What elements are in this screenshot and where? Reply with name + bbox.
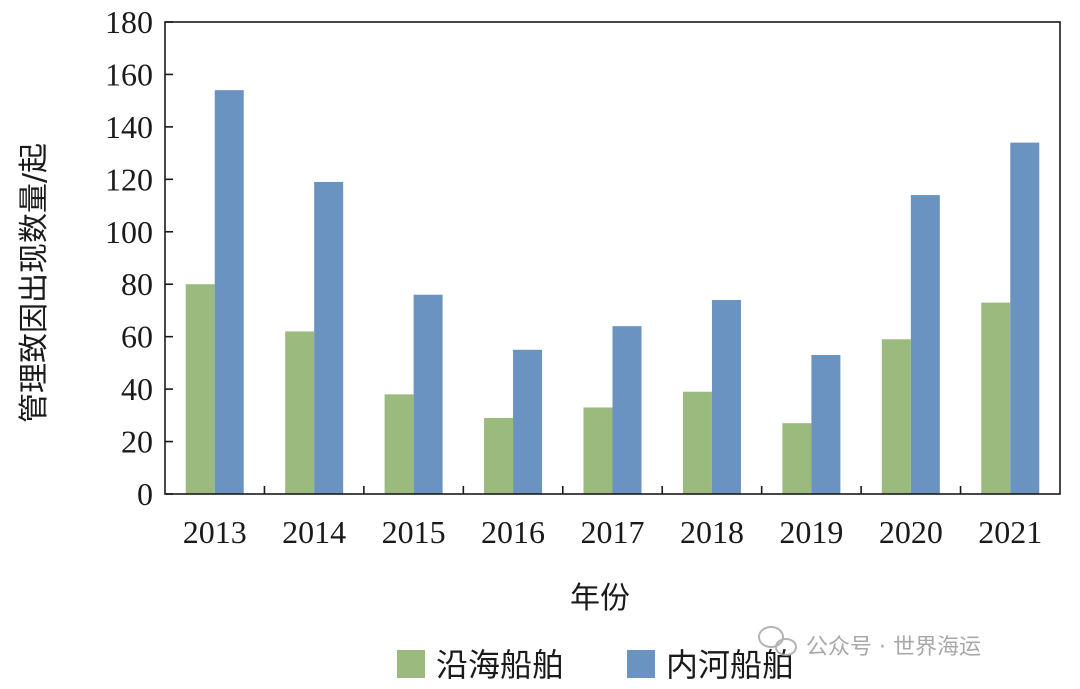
legend-label-inland: 内河船舶 <box>666 646 794 684</box>
bar-coastal-2020 <box>881 339 911 494</box>
legend-swatch-coastal <box>397 650 425 678</box>
x-tick-label: 2014 <box>282 514 346 550</box>
bar-coastal-2017 <box>583 407 613 494</box>
bar-inland-2018 <box>711 299 741 494</box>
bar-coastal-2021 <box>981 302 1011 494</box>
legend-label-coastal: 沿海船舶 <box>436 646 564 684</box>
x-tick-label: 2019 <box>779 514 843 550</box>
bar-inland-2019 <box>811 355 841 494</box>
legend: 沿海船舶 内河船舶 <box>397 646 794 684</box>
x-tick-label: 2015 <box>382 514 446 550</box>
x-tick-label: 2020 <box>879 514 943 550</box>
legend-swatch-inland <box>627 650 655 678</box>
y-tick-label: 40 <box>121 371 153 407</box>
y-tick-label: 120 <box>105 161 153 197</box>
y-tick-label: 140 <box>105 109 153 145</box>
x-tick-label: 2021 <box>978 514 1042 550</box>
bar-inland-2013 <box>214 90 244 494</box>
bar-coastal-2013 <box>185 284 215 494</box>
bar-coastal-2014 <box>285 331 315 494</box>
bar-inland-2017 <box>612 326 642 494</box>
y-axis: 0 20 40 60 80 100 120 140 160 180 <box>105 4 173 512</box>
bar-inland-2021 <box>1010 142 1040 494</box>
y-tick-label: 0 <box>137 476 153 512</box>
bar-coastal-2016 <box>484 417 514 494</box>
y-tick-label: 80 <box>121 266 153 302</box>
bar-inland-2020 <box>910 195 940 495</box>
watermark: 公众号 · 世界海运 <box>758 626 981 660</box>
y-tick-label: 160 <box>105 56 153 92</box>
y-tick-label: 180 <box>105 4 153 40</box>
x-axis: 2013 2014 2015 2016 2017 2018 2019 2020 2021 <box>183 486 1042 550</box>
x-tick-label: 2018 <box>680 514 744 550</box>
x-axis-title: 年份 <box>570 581 630 616</box>
y-axis-title: 管理致因出现数量/起 <box>17 143 52 423</box>
x-tick-label: 2013 <box>183 514 247 550</box>
y-tick-label: 20 <box>121 424 153 460</box>
bar-coastal-2015 <box>384 394 414 494</box>
bar-coastal-2019 <box>782 423 812 494</box>
x-tick-label: 2017 <box>581 514 645 550</box>
bar-coastal-2018 <box>682 391 712 494</box>
watermark-text: 公众号 · 世界海运 <box>806 635 981 660</box>
plot-frame <box>164 21 1061 495</box>
bar-inland-2014 <box>314 181 344 494</box>
y-tick-label: 100 <box>105 214 153 250</box>
x-tick-label: 2016 <box>481 514 545 550</box>
bars-layer <box>185 90 1040 495</box>
bar-inland-2016 <box>513 349 543 494</box>
y-tick-label: 60 <box>121 319 153 355</box>
bar-inland-2015 <box>413 294 443 494</box>
wechat-icon <box>758 626 797 656</box>
